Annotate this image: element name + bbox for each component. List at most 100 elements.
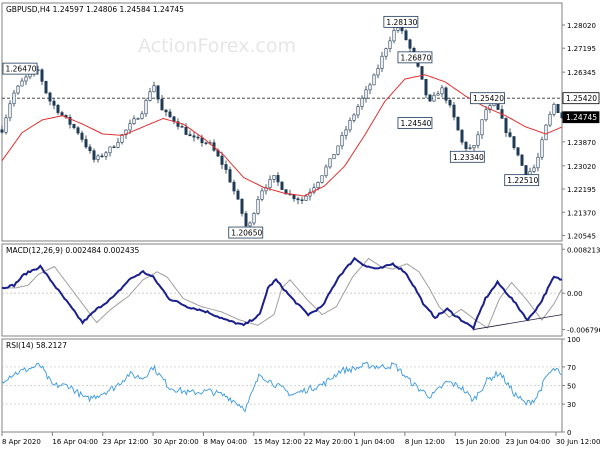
y-tick-label: 50 [567, 383, 576, 391]
y-tick-label: 1.28020 [567, 22, 596, 30]
candle [200, 137, 204, 144]
candle [436, 93, 440, 96]
candle [376, 68, 380, 76]
rsi-panel: 100 70 50 30 0 RSI(14) 58.2127 [1, 336, 580, 437]
candle [248, 222, 252, 227]
y-tick-label: 0.008213 [567, 246, 600, 254]
candle [384, 48, 388, 57]
annotation-box [449, 150, 485, 163]
candle [12, 92, 16, 105]
candle [240, 198, 244, 214]
annotation-label: 1.22510 [507, 176, 538, 185]
annotation-label: 1.26870 [400, 53, 431, 62]
y-tick-label: 70 [567, 364, 576, 372]
moving-average-line [1, 74, 563, 197]
x-tick-label: 23 Jun 04:00 [506, 438, 550, 446]
candle [420, 66, 424, 80]
candle [356, 106, 360, 116]
candle [52, 100, 56, 106]
candle [20, 80, 24, 87]
candle [112, 146, 116, 148]
y-tick-label: 1.26345 [567, 69, 596, 77]
annotation-label: 1.24540 [400, 119, 431, 128]
candle [132, 118, 136, 124]
candle [84, 139, 88, 148]
candle [292, 194, 296, 200]
candle [464, 141, 468, 149]
candle [8, 103, 12, 119]
candle [48, 92, 52, 102]
y-tick-label: 0.00 [567, 290, 583, 298]
candle [440, 87, 444, 95]
candle [368, 84, 372, 91]
candle [108, 146, 112, 154]
candle [316, 182, 320, 189]
candle [220, 155, 224, 165]
annotation-box [228, 226, 264, 239]
x-tick-label: 23 Apr 12:00 [103, 438, 149, 446]
candle [352, 114, 356, 121]
candle [336, 145, 340, 155]
x-tick-label: 30 Jun 12:00 [556, 438, 600, 446]
candle [68, 117, 72, 125]
candle [300, 199, 304, 201]
annotation-box [397, 117, 433, 129]
candle [456, 116, 460, 131]
x-tick-label: 8 May 04:00 [203, 438, 247, 446]
candle [244, 213, 248, 227]
candle [476, 134, 480, 146]
macd-header: MACD(12,26,9) 0.002484 0.002435 [6, 246, 140, 255]
candle [556, 103, 560, 113]
candle [260, 190, 264, 200]
candle [444, 87, 448, 101]
candle [252, 213, 256, 224]
candle [160, 98, 164, 111]
candle [152, 85, 156, 93]
candle [148, 91, 152, 101]
y-tick-label: 100 [567, 336, 580, 344]
x-tick-label: 16 Apr 04:00 [52, 438, 98, 446]
candle [204, 142, 208, 144]
candle [380, 55, 384, 69]
candle [344, 129, 348, 136]
last-price-tag [562, 111, 600, 124]
x-tick-label: 1 Jun 04:00 [355, 438, 395, 446]
candle [196, 136, 200, 139]
macd-panel: 0.008213 0.00 -0.006796 MACD(12,26,9) 0.002… [1, 243, 600, 337]
candle [268, 179, 272, 189]
candle [404, 30, 408, 41]
panel-frame [1, 2, 563, 242]
candle [88, 146, 92, 152]
candle [532, 167, 536, 172]
level-price-label: 1.25420 [566, 94, 597, 103]
annotation-label: 1.25420 [473, 94, 504, 103]
candle [128, 123, 132, 131]
chart-header: GBPUSD,H4 1.24597 1.24806 1.24584 1.2474… [6, 5, 184, 14]
candle [280, 181, 284, 190]
candle [184, 127, 188, 135]
candle [496, 102, 500, 110]
watermark: ActionForex.com [138, 35, 296, 57]
candle [76, 127, 80, 134]
candle [320, 175, 324, 183]
annotation-box [504, 174, 540, 187]
candle [116, 142, 120, 148]
candle [348, 120, 352, 131]
candle [284, 189, 288, 195]
candle [480, 119, 484, 136]
candle [4, 117, 8, 133]
candle [472, 145, 476, 149]
candle [272, 175, 276, 180]
x-tick-label: 22 May 20:00 [304, 438, 352, 446]
rsi-header: RSI(14) 58.2127 [6, 341, 67, 350]
candle [124, 129, 128, 136]
candle [80, 132, 84, 140]
candle [104, 152, 108, 157]
y-tick-label: 1.23870 [567, 139, 596, 147]
candle [120, 134, 124, 143]
candle [408, 39, 412, 49]
candle [328, 158, 332, 168]
candle [24, 76, 28, 82]
candle [520, 154, 524, 166]
